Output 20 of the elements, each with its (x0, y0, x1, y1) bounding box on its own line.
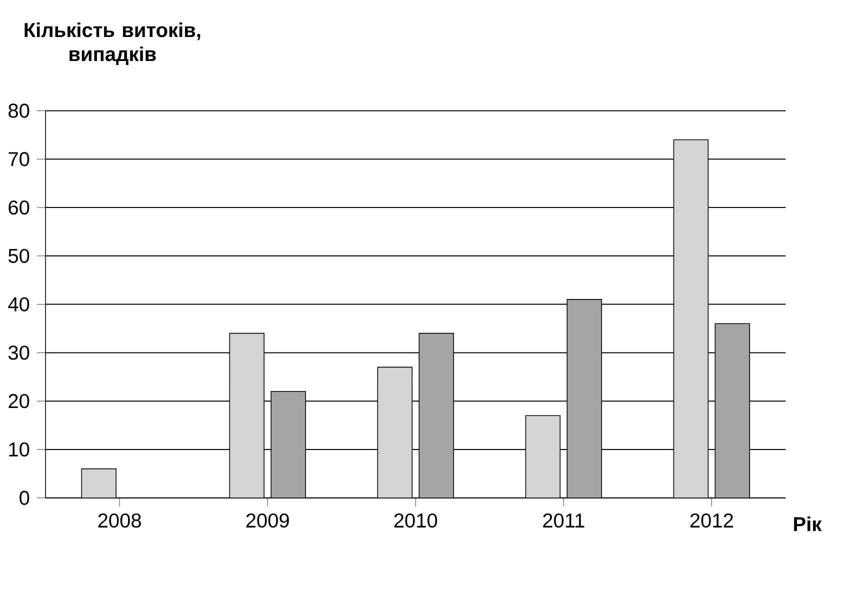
y-tick-label: 50 (8, 248, 30, 264)
y-tick-label: 10 (9, 442, 30, 457)
y-tick-label: 20 (8, 394, 30, 408)
y-tick-label: 40 (8, 297, 30, 312)
bar (271, 391, 306, 498)
y-tick-label: 0 (20, 490, 30, 505)
y-tick-label: 80 (8, 104, 30, 118)
bar (714, 323, 750, 498)
x-tick-label: 2012 (690, 513, 733, 528)
x-axis-title: Рік (794, 516, 822, 532)
bar (567, 299, 602, 498)
x-tick-label: 2011 (543, 513, 584, 528)
x-tick-label: 2009 (246, 513, 289, 528)
bar (419, 333, 454, 498)
x-tick-label: 2008 (98, 513, 141, 528)
y-tick-label: 30 (8, 346, 30, 360)
x-tick-label: 2010 (394, 513, 438, 528)
y-axis-title: Кількість витоків, випадків (24, 22, 200, 65)
y-tick-label: 60 (8, 200, 30, 215)
y-tick-label: 70 (8, 152, 30, 166)
